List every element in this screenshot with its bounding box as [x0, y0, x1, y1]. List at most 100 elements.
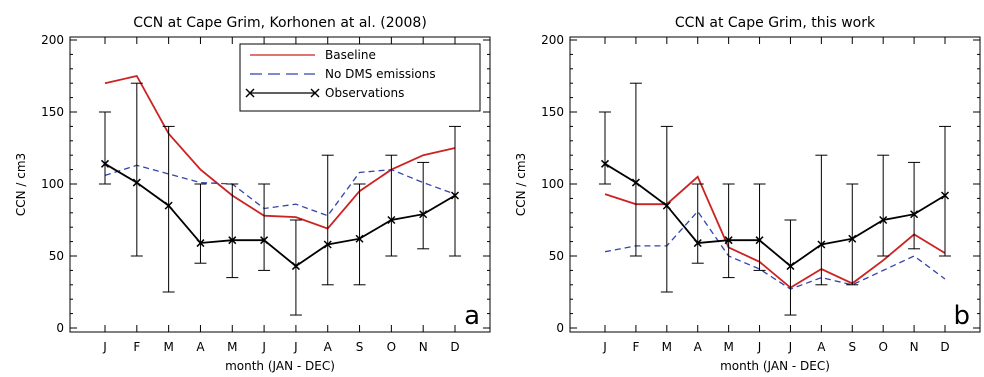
y-tick-label: 50	[49, 249, 64, 263]
x-marker-stroke	[196, 239, 205, 248]
x-tick-label: A	[694, 340, 703, 354]
x-axis-label: month (JAN - DEC)	[225, 359, 335, 373]
observation-point	[817, 240, 826, 249]
x-tick-label: A	[817, 340, 826, 354]
x-marker-stroke	[291, 262, 300, 271]
x-tick-label: J	[788, 340, 793, 354]
observation-point	[228, 236, 237, 245]
observation-point	[600, 159, 610, 168]
x-tick-label: S	[848, 340, 856, 354]
legend-label: Observations	[325, 86, 404, 100]
observation-point	[848, 234, 857, 243]
y-tick-label: 200	[41, 33, 64, 47]
x-marker-stroke	[940, 191, 950, 200]
chart-panel-b: CCN at Cape Grim, this work 0 50 100 150 200 J…	[514, 15, 981, 373]
x-marker-stroke	[132, 178, 141, 187]
y-tick-label: 0	[56, 321, 64, 335]
x-axis-label: month (JAN - DEC)	[720, 359, 830, 373]
observation-point	[662, 201, 671, 210]
x-tick-label: M	[227, 340, 237, 354]
x-tick-label: J	[602, 340, 607, 354]
x-marker-stroke	[450, 191, 460, 200]
observation-point	[387, 215, 396, 225]
x-marker-stroke	[817, 240, 826, 249]
x-tick-label: N	[419, 340, 428, 354]
x-tick-label: S	[356, 340, 364, 354]
y-axis-label: CCN / cm3	[14, 153, 28, 216]
x-marker-stroke	[848, 234, 857, 243]
observation-point	[879, 215, 888, 225]
x-marker-stroke	[879, 215, 888, 225]
x-tick-label: D	[450, 340, 459, 354]
series-no-dms-emissions	[104, 164, 456, 217]
observation-point	[260, 236, 269, 245]
x-marker-stroke	[100, 159, 110, 168]
x-marker-stroke	[600, 159, 610, 168]
x-tick-label: M	[662, 340, 672, 354]
x-tick-label: A	[324, 340, 333, 354]
observation-point	[693, 239, 702, 248]
observation-point	[323, 240, 332, 249]
legend: Baseline No DMS emissions Observations	[239, 43, 481, 112]
y-tick-label: 150	[541, 105, 564, 119]
series-baseline-line	[604, 175, 946, 289]
observation-point	[786, 262, 795, 271]
y-tick-label: 100	[541, 177, 564, 191]
x-tick-label: F	[632, 340, 639, 354]
legend-x-marker	[310, 88, 320, 98]
legend-x-marker	[245, 88, 255, 98]
chart-panel-a: CCN at Cape Grim, Korhonen at al. (2008)…	[14, 15, 491, 373]
observation-point	[724, 236, 733, 245]
y-tick-label: 100	[41, 177, 64, 191]
x-tick-label: J	[757, 340, 762, 354]
x-marker-stroke	[693, 239, 702, 248]
x-marker-stroke	[228, 236, 237, 245]
observation-point	[419, 210, 428, 219]
observation-point	[631, 178, 640, 187]
series-no-dms-emissions-line	[604, 210, 946, 290]
x-marker-stroke	[662, 201, 671, 210]
x-tick-label: F	[133, 340, 140, 354]
observation-point	[100, 159, 110, 168]
series-no-dms-emissions-line	[104, 164, 456, 217]
legend-label: No DMS emissions	[325, 67, 436, 81]
y-tick-label: 50	[549, 249, 564, 263]
x-marker-stroke	[355, 234, 364, 243]
x-tick-label: O	[878, 340, 887, 354]
x-tick-label: M	[723, 340, 733, 354]
x-marker-stroke	[260, 236, 269, 245]
x-marker-stroke	[419, 210, 428, 219]
observation-point	[755, 236, 764, 245]
observation-point	[291, 262, 300, 271]
chart-title: CCN at Cape Grim, this work	[675, 15, 876, 31]
x-tick-label: J	[293, 340, 298, 354]
plot-frame	[569, 36, 981, 333]
observation-point	[355, 234, 364, 243]
x-tick-label: O	[387, 340, 396, 354]
x-tick-label: A	[196, 340, 205, 354]
x-marker-stroke	[755, 236, 764, 245]
x-marker-stroke	[724, 236, 733, 245]
x-tick-label: D	[940, 340, 949, 354]
observation-point	[940, 191, 950, 200]
legend-label: Baseline	[325, 48, 376, 62]
x-marker-stroke	[910, 210, 919, 219]
series-observations-line	[604, 163, 946, 268]
observation-point	[164, 201, 173, 210]
series-observations-line	[104, 163, 456, 268]
x-marker-stroke	[631, 178, 640, 187]
observation-point	[910, 210, 919, 219]
series-baseline	[104, 74, 456, 230]
series-observations	[99, 82, 461, 316]
panel-letter: a	[464, 301, 480, 331]
x-marker-stroke	[323, 240, 332, 249]
x-tick-label: M	[163, 340, 173, 354]
x-marker-stroke	[387, 215, 396, 225]
x-tick-label: J	[102, 340, 107, 354]
y-axis-label: CCN / cm3	[514, 153, 528, 216]
chart-title: CCN at Cape Grim, Korhonen at al. (2008)	[133, 15, 427, 31]
panel-letter: b	[953, 301, 970, 331]
y-tick-label: 200	[541, 33, 564, 47]
series-observations	[599, 82, 951, 316]
